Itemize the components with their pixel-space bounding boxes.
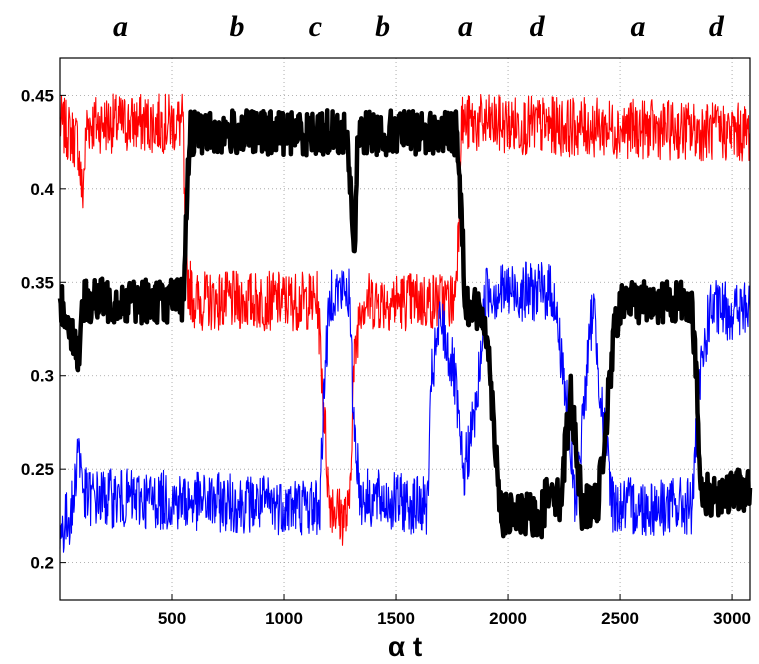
phase-label: a (458, 10, 473, 43)
x-tick-label: 3000 (713, 609, 751, 628)
grid-lines (60, 58, 750, 600)
phase-label: d (709, 10, 725, 43)
x-tick-label: 500 (158, 609, 186, 628)
series-lines (57, 93, 753, 553)
x-tick-label: 1000 (265, 609, 303, 628)
series-line-2 (59, 261, 751, 553)
x-tick-label: 2500 (601, 609, 639, 628)
phase-label: c (309, 10, 322, 43)
series-line-1 (59, 93, 751, 546)
y-tick-label: 0.25 (21, 460, 54, 479)
y-tick-label: 0.3 (30, 367, 54, 386)
y-tick-label: 0.35 (21, 273, 54, 292)
x-tick-label: 2000 (489, 609, 527, 628)
y-tick-label: 0.2 (30, 554, 54, 573)
x-axis-label: α t (388, 631, 422, 662)
phase-label: b (229, 10, 244, 43)
phase-label: a (113, 10, 128, 43)
series-line-3 (57, 108, 753, 540)
phase-label: d (530, 10, 546, 43)
y-tick-label: 0.45 (21, 86, 54, 105)
y-tick-label: 0.4 (30, 180, 54, 199)
phase-label: b (375, 10, 390, 43)
plot-frame (59, 57, 751, 601)
phase-label: a (630, 10, 645, 43)
x-tick-label: 1500 (377, 609, 415, 628)
tick-marks: 500 1000 1500 2000 2500 3000 0.2 0.25 0.3 0.35 0.4… (21, 86, 751, 628)
